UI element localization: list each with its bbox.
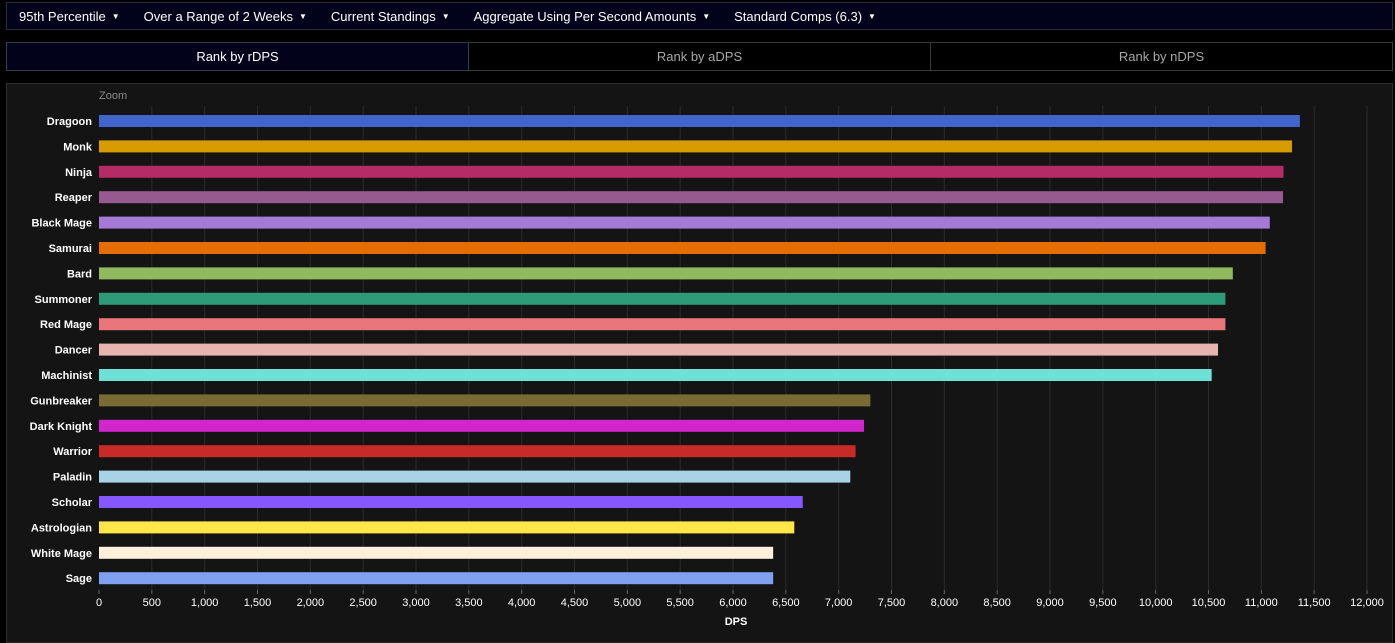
x-tick-label: 5,500 <box>666 597 694 609</box>
bar-reaper[interactable] <box>99 191 1283 204</box>
bar-astrologian[interactable] <box>99 521 795 534</box>
bar-monk[interactable] <box>99 140 1292 153</box>
category-label: Warrior <box>53 446 92 458</box>
x-tick-label: 1,000 <box>191 597 219 609</box>
bar-black-mage[interactable] <box>99 216 1270 229</box>
chevron-down-icon: ▼ <box>111 11 120 21</box>
percentile-dropdown-label: 95th Percentile <box>19 8 106 24</box>
x-axis-ticks: 0 500 1,000 1,500 2,000 2,500 3,000 3,500 4,000 4… <box>96 590 1384 609</box>
x-tick-label: 0 <box>96 597 102 609</box>
percentile-dropdown[interactable]: 95th Percentile ▼ <box>7 3 132 29</box>
x-tick-label: 6,000 <box>719 597 747 609</box>
time-range-dropdown-label: Over a Range of 2 Weeks <box>143 8 293 24</box>
category-label: Summoner <box>35 294 93 306</box>
filter-bar: 95th Percentile ▼ Over a Range of 2 Week… <box>6 2 1393 30</box>
bar-white-mage[interactable] <box>99 546 774 559</box>
category-label: Astrologian <box>31 522 92 534</box>
bar-bard[interactable] <box>99 267 1233 280</box>
bar-sage[interactable] <box>99 572 774 585</box>
x-tick-label: 7,500 <box>878 597 906 609</box>
x-tick-label: 11,000 <box>1245 597 1278 609</box>
comps-dropdown-label: Standard Comps (6.3) <box>734 8 863 24</box>
tab-rank-rdps[interactable]: Rank by rDPS <box>6 42 469 71</box>
category-label: Gunbreaker <box>30 395 92 407</box>
dps-bar-chart: Zoom Dragoon Monk Ninja Reaper Black Mage Sam… <box>30 90 1384 628</box>
category-labels: Dragoon Monk Ninja Reaper Black Mage Samurai B… <box>30 116 93 585</box>
bar-red-mage[interactable] <box>99 318 1226 331</box>
x-tick-label: 9,000 <box>1036 597 1064 609</box>
bar-machinist[interactable] <box>99 369 1212 381</box>
category-label: Monk <box>63 141 93 153</box>
chart-panel: Zoom Dragoon Monk Ninja Reaper Black Mage Sam… <box>6 83 1393 643</box>
category-label: Sage <box>66 573 92 585</box>
x-tick-label: 4,500 <box>561 597 589 609</box>
x-axis-title: DPS <box>725 616 748 628</box>
x-tick-label: 10,500 <box>1192 597 1226 609</box>
aggregate-dropdown-label: Aggregate Using Per Second Amounts <box>473 8 697 24</box>
bar-warrior[interactable] <box>99 445 856 458</box>
category-label: Machinist <box>41 370 92 382</box>
bar-ninja[interactable] <box>99 165 1284 178</box>
bar-paladin[interactable] <box>99 470 851 483</box>
zoom-button[interactable]: Zoom <box>99 90 127 102</box>
x-tick-label: 7,000 <box>825 597 853 609</box>
x-tick-label: 2,000 <box>297 597 325 609</box>
chevron-down-icon: ▼ <box>299 11 307 21</box>
category-label: Dragoon <box>47 116 93 128</box>
tab-rank-ndps[interactable]: Rank by nDPS <box>931 42 1393 71</box>
comps-dropdown[interactable]: Standard Comps (6.3) ▼ <box>722 3 888 29</box>
bars <box>99 115 1300 585</box>
standings-dropdown-label: Current Standings <box>330 8 436 24</box>
bar-dragoon[interactable] <box>99 115 1300 127</box>
x-tick-label: 6,500 <box>772 597 800 609</box>
x-tick-label: 8,000 <box>931 597 959 609</box>
x-tick-label: 3,000 <box>402 597 430 609</box>
x-tick-label: 1,500 <box>244 597 272 609</box>
x-tick-label: 3,500 <box>455 597 483 609</box>
rank-tabs: Rank by rDPS Rank by aDPS Rank by nDPS <box>6 42 1393 71</box>
chevron-down-icon: ▼ <box>868 11 876 21</box>
chevron-down-icon: ▼ <box>702 11 711 21</box>
x-tick-label: 10,000 <box>1139 597 1173 609</box>
category-label: Black Mage <box>31 218 92 230</box>
aggregate-dropdown[interactable]: Aggregate Using Per Second Amounts ▼ <box>462 3 723 29</box>
category-label: Scholar <box>52 497 93 509</box>
category-label: Paladin <box>53 472 92 484</box>
category-label: White Mage <box>31 548 92 560</box>
category-label: Reaper <box>55 192 93 204</box>
category-label: Dark Knight <box>30 421 93 433</box>
time-range-dropdown[interactable]: Over a Range of 2 Weeks ▼ <box>132 3 319 29</box>
standings-dropdown[interactable]: Current Standings ▼ <box>319 3 462 29</box>
category-label: Red Mage <box>40 319 92 331</box>
bar-dancer[interactable] <box>99 343 1219 356</box>
x-tick-label: 12,000 <box>1350 597 1384 609</box>
bar-summoner[interactable] <box>99 292 1226 305</box>
category-label: Dancer <box>55 345 93 357</box>
bar-scholar[interactable] <box>99 496 803 508</box>
category-label: Samurai <box>49 243 92 255</box>
x-tick-label: 9,500 <box>1089 597 1117 609</box>
bar-dark-knight[interactable] <box>99 419 865 432</box>
x-tick-label: 2,500 <box>349 597 377 609</box>
category-label: Ninja <box>65 167 93 179</box>
x-tick-label: 11,500 <box>1298 597 1331 609</box>
bar-samurai[interactable] <box>99 242 1266 254</box>
tab-rank-adps[interactable]: Rank by aDPS <box>469 42 931 71</box>
category-label: Bard <box>67 268 92 280</box>
x-tick-label: 500 <box>143 597 161 609</box>
x-tick-label: 5,000 <box>614 597 642 609</box>
x-tick-label: 4,000 <box>508 597 536 609</box>
x-tick-label: 8,500 <box>983 597 1011 609</box>
chevron-down-icon: ▼ <box>441 11 450 21</box>
bar-gunbreaker[interactable] <box>99 394 871 407</box>
